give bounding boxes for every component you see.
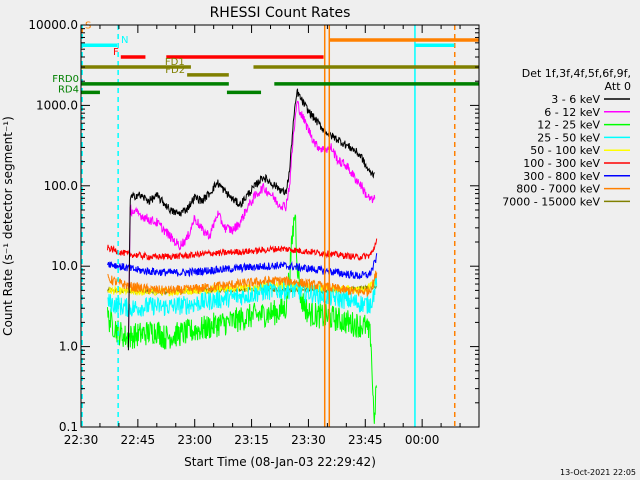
flag-label-f: F (113, 47, 119, 58)
y-axis: 0.1 1.0 10.0 100.0 1000.0 10000.0 (28, 18, 479, 434)
legend-label-12-25-kev: 12 - 25 keV (537, 119, 600, 132)
series-line-25-50-kev (107, 274, 378, 317)
flag-label-rd4: RD4 (58, 84, 79, 95)
series-line-100-300-kev (107, 238, 378, 261)
x-axis: 22:30 22:45 23:00 23:15 23:30 23:45 00:00 (64, 25, 461, 447)
y-tick-label: 1000.0 (36, 98, 78, 112)
x-tick-label: 23:15 (234, 433, 269, 447)
flag-label-frd0: FRD0 (52, 74, 79, 85)
legend-label-100-300-kev: 100 - 300 keV (523, 157, 600, 170)
render-timestamp: 13-Oct-2021 22:05 (560, 468, 636, 477)
y-tick-label: 10000.0 (28, 18, 78, 32)
legend-label-25-50-kev: 25 - 50 keV (537, 131, 600, 144)
legend-label-300-800-kev: 300 - 800 keV (523, 170, 600, 183)
legend-label-800-7000-kev: 800 - 7000 keV (516, 183, 600, 196)
legend-label-3-6-kev: 3 - 6 keV (551, 93, 600, 106)
series-line-12-25-kev (107, 214, 378, 424)
legend-header-line-1: Det 1f,3f,4f,5f,6f,9f, (522, 67, 631, 80)
y-tick-label: 1.0 (59, 340, 78, 354)
legend-header-line-2: Att 0 (605, 80, 631, 93)
y-tick-label: 0.1 (59, 420, 78, 434)
chart-title: RHESSI Count Rates (210, 5, 351, 21)
x-tick-label: 22:30 (64, 433, 99, 447)
series-line-3-6-kev (127, 88, 375, 351)
series-line-800-7000-kev (107, 270, 378, 298)
plot-frame (80, 24, 480, 428)
series-line-6-12-kev (127, 100, 376, 345)
legend-label-6-12-kev: 6 - 12 keV (544, 106, 600, 119)
legend: Det 1f,3f,4f,5f,6f,9f, Att 0 3 - 6 keV6 … (502, 67, 631, 208)
x-tick-label: 22:45 (121, 433, 156, 447)
y-tick-label: 100.0 (44, 179, 78, 193)
x-tick-label: 23:45 (348, 433, 383, 447)
series-line-300-800-kev (107, 253, 378, 280)
y-tick-label: 10.0 (51, 259, 78, 273)
legend-label-7000-15000-kev: 7000 - 15000 keV (502, 195, 600, 208)
flag-label-fd1: FD1 (165, 57, 185, 68)
x-axis-label: Start Time (08-Jan-03 22:29:42) (184, 455, 376, 469)
x-tick-label: 23:30 (291, 433, 326, 447)
x-tick-label: 00:00 (405, 433, 440, 447)
flag-label-s: S (85, 21, 91, 32)
flag-label-n: N (121, 35, 128, 46)
y-axis-label: Count Rate (s⁻¹ detector segment⁻¹) (1, 116, 15, 336)
legend-label-50-100-kev: 50 - 100 keV (530, 144, 600, 157)
flag-label-fd2: FD2 (165, 65, 185, 76)
x-tick-label: 23:00 (177, 433, 212, 447)
